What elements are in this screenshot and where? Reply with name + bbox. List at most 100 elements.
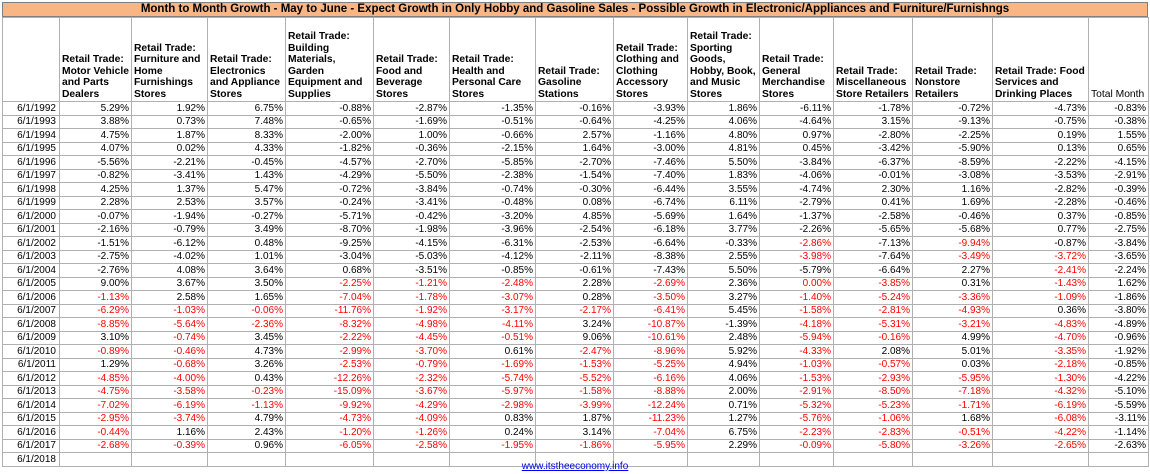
table-row: 6/1/1997 -0.82% -3.41% 1.43% -4.29% -5.50% -2.… <box>2 168 1149 183</box>
growth-cell: -1.78% <box>833 101 913 116</box>
growth-cell: -7.04% <box>285 290 374 305</box>
growth-cell: -0.27% <box>207 209 286 224</box>
table-row: 6/1/2010 -0.89% -0.46% 4.73% -2.99% -3.70% 0.6… <box>2 344 1149 359</box>
growth-cell: -5.23% <box>833 398 913 413</box>
growth-cell: -5.65% <box>833 222 913 237</box>
column-header: Total Month <box>1088 17 1149 102</box>
column-header: Retail Trade: Gasoline Stations <box>535 17 614 102</box>
growth-cell: -3.36% <box>912 290 993 305</box>
growth-cell: -4.83% <box>992 317 1089 332</box>
growth-cell: -5.97% <box>449 384 536 399</box>
growth-cell: 9.06% <box>535 330 614 345</box>
growth-cell: -2.54% <box>535 222 614 237</box>
growth-cell: -0.85% <box>449 263 536 278</box>
growth-cell: -4.18% <box>759 317 834 332</box>
growth-cell: -5.59% <box>1088 398 1149 413</box>
growth-cell: -1.20% <box>285 425 374 440</box>
growth-cell: -2.80% <box>833 128 913 143</box>
growth-cell: -4.57% <box>285 155 374 170</box>
growth-cell: -3.53% <box>992 168 1089 183</box>
growth-cell: -0.79% <box>131 222 208 237</box>
growth-cell: -0.51% <box>912 425 993 440</box>
growth-cell: -5.68% <box>912 222 993 237</box>
growth-cell: 0.00% <box>759 276 834 291</box>
row-date: 6/1/2013 <box>2 384 60 399</box>
growth-cell: -0.57% <box>833 357 913 372</box>
growth-cell: 3.27% <box>687 290 760 305</box>
growth-cell: -8.50% <box>833 384 913 399</box>
row-date: 6/1/2012 <box>2 371 60 386</box>
growth-cell: -0.51% <box>449 330 536 345</box>
growth-cell: -1.30% <box>992 371 1089 386</box>
growth-cell: 0.41% <box>833 195 913 210</box>
growth-cell: -1.37% <box>759 209 834 224</box>
growth-cell: -11.23% <box>613 411 688 426</box>
growth-cell: -3.85% <box>833 276 913 291</box>
growth-cell: -5.03% <box>373 249 450 264</box>
growth-cell: 5.01% <box>912 344 993 359</box>
growth-cell: -5.52% <box>535 371 614 386</box>
growth-cell: -5.85% <box>449 155 536 170</box>
growth-cell: 0.24% <box>449 425 536 440</box>
growth-cell: -2.25% <box>285 276 374 291</box>
growth-cell: 4.75% <box>59 128 132 143</box>
growth-cell: 1.29% <box>59 357 132 372</box>
growth-cell: -4.89% <box>1088 317 1149 332</box>
column-header: Retail Trade: Nonstore Retailers <box>912 17 993 102</box>
growth-cell: 1.37% <box>131 182 208 197</box>
growth-cell: -0.75% <box>992 114 1089 129</box>
growth-cell: -3.98% <box>759 249 834 264</box>
growth-cell: 4.94% <box>687 357 760 372</box>
growth-cell: -6.12% <box>131 236 208 251</box>
growth-cell: -0.42% <box>373 209 450 224</box>
column-header: Retail Trade: Clothing and Clothing Acce… <box>613 17 688 102</box>
growth-cell: -2.63% <box>1088 438 1149 453</box>
growth-cell: -4.06% <box>759 168 834 183</box>
growth-cell: -5.74% <box>449 371 536 386</box>
growth-cell: -3.93% <box>613 101 688 116</box>
growth-cell: -5.24% <box>833 290 913 305</box>
growth-cell: -2.75% <box>59 249 132 264</box>
growth-cell: -6.19% <box>992 398 1089 413</box>
growth-cell: 1.65% <box>207 290 286 305</box>
growth-cell: 2.28% <box>59 195 132 210</box>
table-row: 6/1/2011 1.29% -0.68% 3.26% -2.53% -0.79% -1.6… <box>2 357 1149 372</box>
growth-cell: -1.78% <box>373 290 450 305</box>
growth-cell: -9.13% <box>912 114 993 129</box>
column-header: Retail Trade: Electronics and Appliance … <box>207 17 286 102</box>
growth-cell: -6.64% <box>613 236 688 251</box>
growth-cell: -2.53% <box>285 357 374 372</box>
growth-cell: -1.13% <box>59 290 132 305</box>
growth-cell: -3.08% <box>912 168 993 183</box>
growth-cell: -5.56% <box>59 155 132 170</box>
row-date: 6/1/2006 <box>2 290 60 305</box>
growth-cell: -6.41% <box>613 303 688 318</box>
source-link[interactable]: www.itstheeconomy.info <box>521 461 629 472</box>
growth-cell: -4.74% <box>759 182 834 197</box>
growth-cell: -6.16% <box>613 371 688 386</box>
growth-cell: -3.65% <box>1088 249 1149 264</box>
growth-cell: -6.64% <box>833 263 913 278</box>
growth-cell: -7.02% <box>59 398 132 413</box>
growth-cell: -1.53% <box>535 357 614 372</box>
table-row: 6/1/2012 -4.85% -4.00% 0.43% -12.26% -2.32% -5… <box>2 371 1149 386</box>
growth-cell: -10.61% <box>613 330 688 345</box>
growth-cell: 1.01% <box>207 249 286 264</box>
growth-cell: -1.98% <box>373 222 450 237</box>
growth-cell: -0.61% <box>535 263 614 278</box>
table-row: 6/1/2005 9.00% 3.67% 3.50% -2.25% -1.21% -2.48… <box>2 276 1149 291</box>
growth-cell: -0.74% <box>131 330 208 345</box>
growth-cell: 2.48% <box>687 330 760 345</box>
growth-cell: -1.16% <box>613 128 688 143</box>
growth-cell: -3.26% <box>912 438 993 453</box>
growth-cell: 2.55% <box>687 249 760 264</box>
growth-cell: -4.15% <box>1088 155 1149 170</box>
growth-cell: -1.86% <box>535 438 614 453</box>
growth-cell: -0.44% <box>59 425 132 440</box>
growth-cell: -8.32% <box>285 317 374 332</box>
growth-cell: -9.25% <box>285 236 374 251</box>
growth-cell: -6.05% <box>285 438 374 453</box>
growth-cell: 4.79% <box>207 411 286 426</box>
growth-cell: -3.84% <box>1088 236 1149 251</box>
growth-cell: -4.00% <box>131 371 208 386</box>
